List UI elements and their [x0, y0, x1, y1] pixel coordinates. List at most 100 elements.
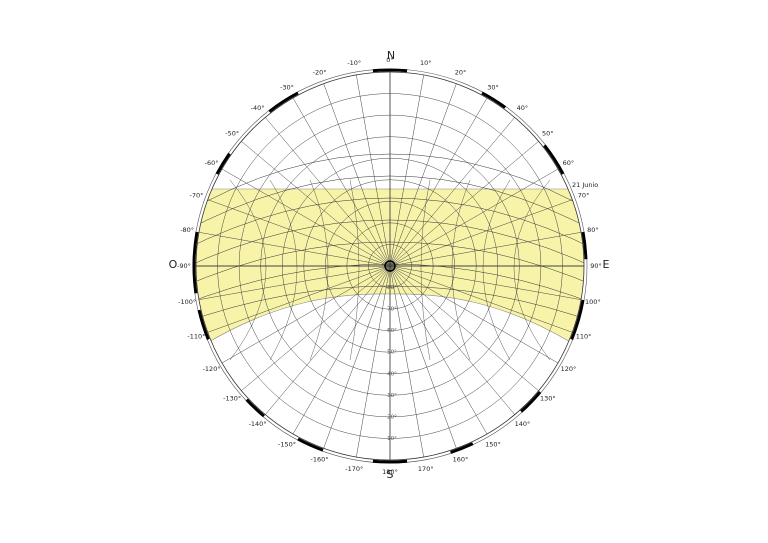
- ring-mark: [197, 309, 210, 340]
- azimuth-line: [241, 265, 391, 391]
- sun-path: [196, 219, 584, 271]
- azimuth-label: -60°: [205, 159, 219, 167]
- azimuth-label: 30°: [487, 84, 499, 92]
- azimuth-line: [198, 232, 391, 267]
- azimuth-label: 10°: [420, 59, 432, 67]
- altitude-label: 40°: [387, 371, 397, 377]
- azimuth-label: 100°: [585, 298, 601, 306]
- azimuth-label: -90°: [177, 262, 191, 270]
- azimuth-label: -130°: [223, 394, 241, 402]
- ring-marks: [192, 68, 588, 464]
- azimuth-label: 80°: [587, 226, 599, 234]
- sun-path: [196, 241, 584, 289]
- hour-line: [420, 179, 431, 361]
- hour-line: [482, 179, 511, 361]
- date-label: 21 Junio: [572, 181, 598, 189]
- azimuth-line: [323, 265, 391, 449]
- hour-line: [269, 179, 298, 361]
- sun-path: [196, 263, 584, 307]
- azimuth-line: [323, 83, 391, 267]
- altitude-label: 50°: [387, 350, 397, 356]
- azimuth-label: -50°: [225, 130, 239, 138]
- azimuth-line: [389, 117, 515, 267]
- hour-line: [229, 179, 267, 361]
- azimuth-line: [389, 83, 457, 267]
- azimuth-line: [292, 265, 391, 435]
- azimuth-label: 0°: [386, 56, 393, 64]
- azimuth-line: [389, 265, 559, 364]
- azimuth-line: [356, 74, 391, 267]
- ring-mark: [372, 68, 408, 73]
- ring-mark: [297, 437, 324, 452]
- sun-path: [196, 175, 584, 235]
- altitude-label: 30°: [387, 393, 397, 399]
- hour-line: [513, 179, 551, 361]
- azimuth-label: 110°: [576, 332, 592, 340]
- altitude-label: 70°: [387, 307, 397, 313]
- azimuth-label: -150°: [278, 440, 296, 448]
- ring-mark: [543, 144, 565, 175]
- azimuth-label: 140°: [515, 420, 531, 428]
- azimuth-label: 170°: [418, 465, 434, 473]
- azimuth-label: 160°: [453, 456, 469, 464]
- azimuth-label: -100°: [178, 298, 196, 306]
- azimuth-line: [292, 97, 391, 267]
- azimuth-label: -110°: [187, 332, 205, 340]
- azimuth-line: [241, 141, 391, 267]
- azimuth-label: 130°: [540, 394, 556, 402]
- sun-path: [196, 153, 584, 217]
- azimuth-label: -70°: [189, 192, 203, 200]
- zenith: [384, 260, 396, 272]
- azimuth-line: [389, 265, 539, 391]
- azimuth-label: 120°: [561, 365, 577, 373]
- azimuth-label: -140°: [249, 420, 267, 428]
- azimuth-label: -20°: [313, 68, 327, 76]
- azimuth-label: -80°: [180, 226, 194, 234]
- hour-line: [451, 179, 471, 361]
- azimuth-line: [389, 199, 573, 267]
- azimuth-label: -30°: [280, 84, 294, 92]
- azimuth-label: 20°: [455, 68, 467, 76]
- azimuth-line: [389, 141, 539, 267]
- sun-path: [196, 285, 584, 325]
- azimuth-line: [389, 74, 424, 267]
- hour-line: [349, 179, 360, 361]
- altitude-label: 20°: [387, 414, 397, 420]
- south-label: S: [387, 468, 394, 481]
- altitude-label: 60°: [387, 328, 397, 334]
- ring-mark: [192, 231, 199, 294]
- azimuth-line: [389, 265, 457, 449]
- altitude-label: 80°: [387, 285, 397, 291]
- azimuth-line: [389, 265, 582, 300]
- sun-path-lines: [196, 153, 584, 361]
- ring-mark: [372, 459, 408, 464]
- azimuth-line: [207, 199, 391, 267]
- azimuth-label: 90°: [590, 262, 602, 270]
- azimuth-line: [221, 168, 391, 267]
- ring-mark: [450, 442, 474, 454]
- azimuth-line: [389, 265, 573, 333]
- azimuth-label: 70°: [578, 192, 590, 200]
- ring-mark: [570, 299, 585, 340]
- ring-mark: [245, 398, 265, 418]
- ring-mark: [481, 91, 507, 109]
- azimuth-label: 150°: [485, 440, 501, 448]
- azimuth-label: 40°: [517, 104, 529, 112]
- azimuth-label: -170°: [345, 465, 363, 473]
- azimuth-line: [356, 265, 391, 458]
- azimuth-label: 60°: [563, 159, 575, 167]
- altitude-label: 10°: [387, 436, 397, 442]
- east-label: E: [603, 258, 610, 271]
- azimuth-label: -160°: [311, 456, 329, 464]
- azimuth-label: 180°: [382, 468, 398, 476]
- azimuth-line: [221, 265, 391, 364]
- azimuth-line: [198, 265, 391, 300]
- azimuth-label: -120°: [203, 365, 221, 373]
- hour-line: [309, 179, 329, 361]
- azimuth-label: -40°: [251, 104, 265, 112]
- horizon-circle: [195, 71, 585, 461]
- azimuth-line: [389, 97, 488, 267]
- ring-mark: [520, 391, 542, 413]
- ring-mark: [215, 152, 231, 175]
